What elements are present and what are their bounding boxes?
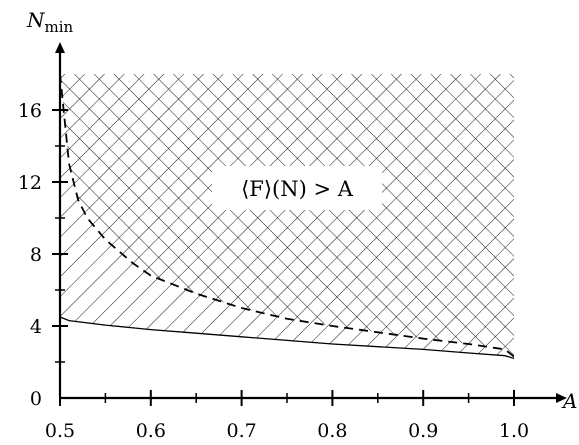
x-tick-label: 0.6 — [136, 420, 166, 442]
x-tick-label: 0.7 — [226, 420, 256, 442]
y-tick-label: 0 — [30, 388, 42, 410]
x-axis-arrow — [556, 393, 567, 403]
curves — [60, 74, 514, 360]
y-axis-label: Nmin — [26, 8, 74, 36]
annotation-background — [212, 166, 382, 210]
ticks — [52, 109, 515, 406]
x-tick-label: 0.9 — [408, 420, 438, 442]
y-tick-label: 8 — [30, 244, 42, 266]
region-cross-hatch — [60, 74, 514, 357]
x-axis-label: A — [561, 389, 577, 413]
dashed-curve — [60, 74, 514, 358]
x-tick-label: 0.5 — [45, 420, 75, 442]
y-axis-arrow — [55, 42, 65, 53]
tick-labels: 0.5 0.6 0.7 0.8 0.9 1.0 0 4 8 12 16 — [18, 100, 529, 442]
y-tick-label: 4 — [30, 316, 42, 338]
x-tick-label: 0.8 — [317, 420, 347, 442]
y-tick-label: 12 — [18, 172, 42, 194]
y-axis-label-subscript: min — [45, 18, 74, 36]
y-axis-label-main: N — [26, 8, 46, 32]
y-tick-label: 16 — [18, 100, 42, 122]
annotation: ⟨F⟩(N) > A — [241, 177, 354, 201]
hatched-regions — [60, 74, 514, 359]
solid-curve — [60, 316, 514, 360]
x-tick-label: 1.0 — [499, 420, 529, 442]
